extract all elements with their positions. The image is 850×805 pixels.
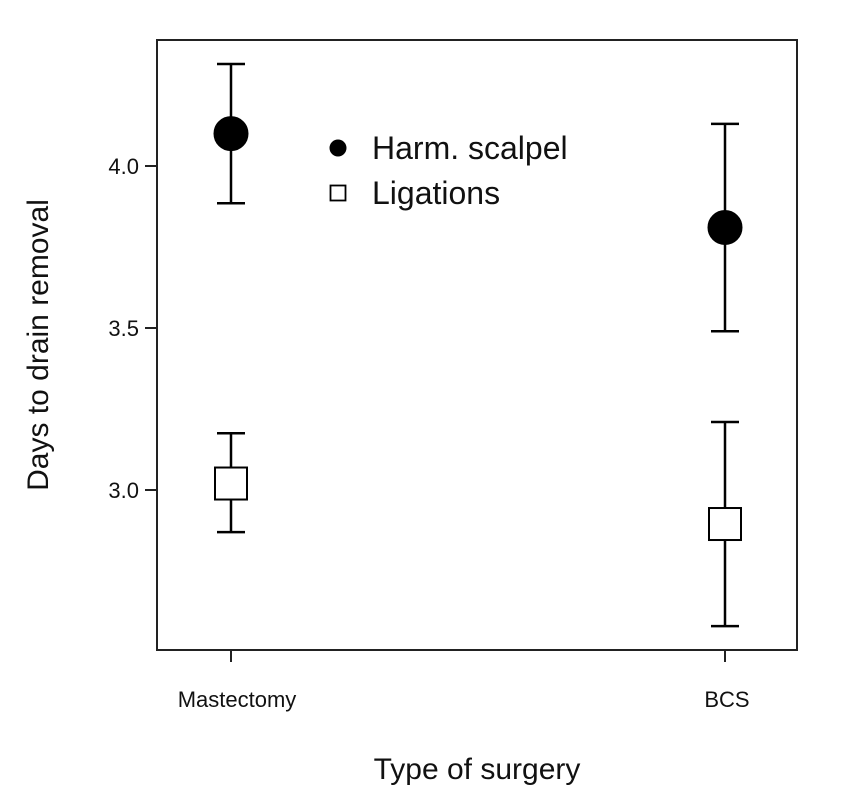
point-1-1 bbox=[708, 507, 742, 542]
y-tick-label-1: 3.5 bbox=[108, 316, 139, 341]
plot-frame bbox=[156, 39, 798, 651]
legend-marker-1 bbox=[329, 184, 347, 202]
y-tick-label-0: 3.0 bbox=[108, 478, 139, 503]
point-0-0 bbox=[213, 116, 249, 152]
legend-marker-0 bbox=[329, 139, 347, 157]
x-tick-label-0: Mastectomy bbox=[178, 687, 297, 712]
markers bbox=[213, 116, 743, 542]
x-axis-label: Type of surgery bbox=[374, 753, 581, 786]
point-1-0 bbox=[214, 466, 248, 501]
legend: Harm. scalpel Ligations bbox=[329, 130, 568, 211]
x-axis: Mastectomy BCS bbox=[178, 650, 750, 712]
x-tick-label-1: BCS bbox=[704, 687, 749, 712]
legend-label-0: Harm. scalpel bbox=[372, 130, 568, 166]
y-tick-label-2: 4.0 bbox=[108, 154, 139, 179]
legend-label-1: Ligations bbox=[372, 175, 500, 211]
y-axis-label: Days to drain removal bbox=[22, 199, 55, 491]
point-0-1 bbox=[707, 210, 743, 246]
y-axis: 3.0 3.5 4.0 bbox=[108, 154, 157, 503]
